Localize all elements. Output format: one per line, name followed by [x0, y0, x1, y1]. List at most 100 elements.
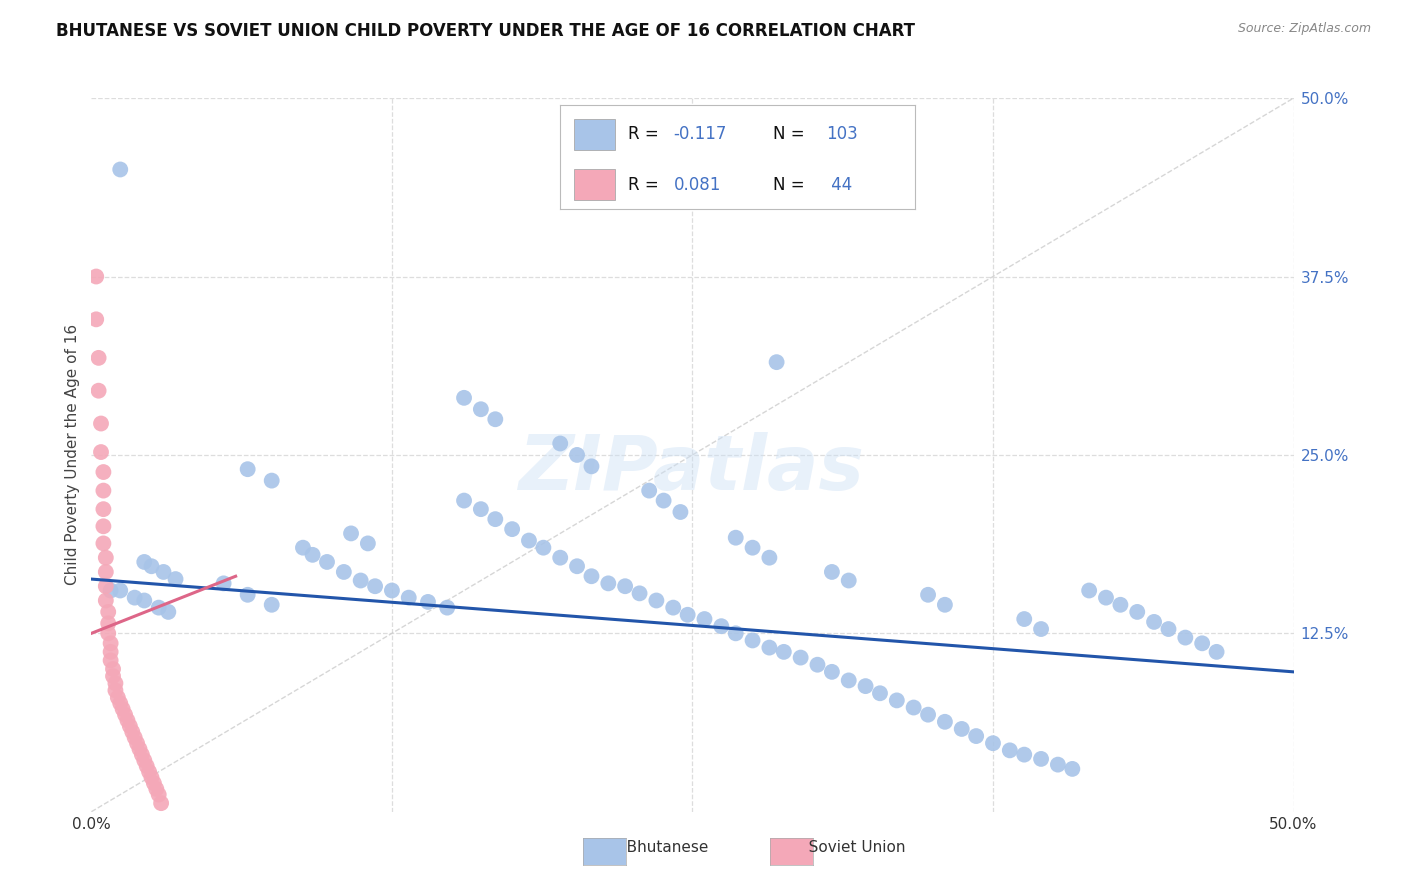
Point: [145, 781, 167, 796]
Point: [886, 693, 908, 707]
Point: [693, 612, 716, 626]
Point: [124, 591, 146, 605]
Point: [548, 550, 571, 565]
Point: [94, 550, 117, 565]
Point: [110, 583, 132, 598]
Point: [581, 569, 603, 583]
Point: [724, 531, 747, 545]
Point: [758, 640, 780, 655]
Point: [150, 796, 173, 810]
Point: [110, 162, 132, 177]
Point: [101, 669, 124, 683]
Point: [484, 412, 506, 426]
Point: [148, 600, 170, 615]
Point: [87, 351, 110, 365]
Point: [100, 653, 122, 667]
Point: [124, 731, 146, 745]
Point: [165, 572, 187, 586]
Point: [838, 574, 860, 588]
Text: Soviet Union: Soviet Union: [794, 840, 905, 855]
Point: [93, 465, 115, 479]
Point: [135, 759, 157, 773]
Point: [934, 714, 956, 729]
Point: [97, 616, 120, 631]
Point: [1029, 752, 1052, 766]
Point: [97, 626, 120, 640]
Point: [789, 650, 811, 665]
Point: [141, 559, 163, 574]
Point: [125, 736, 148, 750]
Point: [138, 764, 160, 779]
Point: [236, 588, 259, 602]
Point: [110, 696, 132, 710]
Point: [128, 742, 150, 756]
Point: [998, 743, 1021, 757]
Point: [333, 565, 356, 579]
Point: [84, 312, 107, 326]
Point: [1174, 631, 1197, 645]
Point: [93, 502, 115, 516]
Point: [87, 384, 110, 398]
Point: [104, 676, 127, 690]
Point: [903, 700, 925, 714]
Point: [111, 702, 134, 716]
Point: [340, 526, 363, 541]
Point: [93, 483, 115, 498]
Point: [94, 579, 117, 593]
Point: [965, 729, 987, 743]
Point: [581, 459, 603, 474]
Point: [758, 550, 780, 565]
Point: [821, 665, 844, 679]
Point: [357, 536, 380, 550]
Y-axis label: Child Poverty Under the Age of 16: Child Poverty Under the Age of 16: [65, 325, 80, 585]
Point: [917, 707, 939, 722]
Point: [1109, 598, 1132, 612]
Point: [316, 555, 339, 569]
Point: [101, 662, 124, 676]
Point: [134, 555, 156, 569]
Point: [118, 719, 141, 733]
Point: [517, 533, 540, 548]
Point: [416, 595, 439, 609]
Point: [662, 600, 685, 615]
Point: [100, 636, 122, 650]
Point: [934, 598, 956, 612]
Point: [765, 355, 787, 369]
Point: [117, 714, 139, 728]
Point: [821, 565, 844, 579]
Point: [94, 593, 117, 607]
Point: [93, 519, 115, 533]
Point: [100, 645, 122, 659]
Point: [148, 788, 170, 802]
Point: [614, 579, 637, 593]
Point: [1046, 757, 1069, 772]
Text: ZIPatlas: ZIPatlas: [519, 433, 866, 506]
Point: [134, 593, 156, 607]
Point: [772, 645, 794, 659]
Point: [1012, 612, 1035, 626]
Point: [501, 522, 523, 536]
Point: [260, 598, 283, 612]
Point: [436, 600, 458, 615]
Point: [645, 593, 668, 607]
Point: [104, 683, 127, 698]
Point: [141, 771, 163, 785]
Point: [131, 747, 153, 762]
Point: [917, 588, 939, 602]
Point: [1078, 583, 1101, 598]
Point: [260, 474, 283, 488]
Point: [548, 436, 571, 450]
Point: [1029, 622, 1052, 636]
Point: [453, 493, 475, 508]
Point: [107, 690, 129, 705]
Point: [90, 445, 112, 459]
Point: [93, 536, 115, 550]
Point: [364, 579, 387, 593]
Point: [121, 724, 143, 739]
Point: [531, 541, 554, 555]
Point: [291, 541, 314, 555]
Point: [453, 391, 475, 405]
Point: [1205, 645, 1227, 659]
Text: Source: ZipAtlas.com: Source: ZipAtlas.com: [1237, 22, 1371, 36]
Point: [94, 565, 117, 579]
